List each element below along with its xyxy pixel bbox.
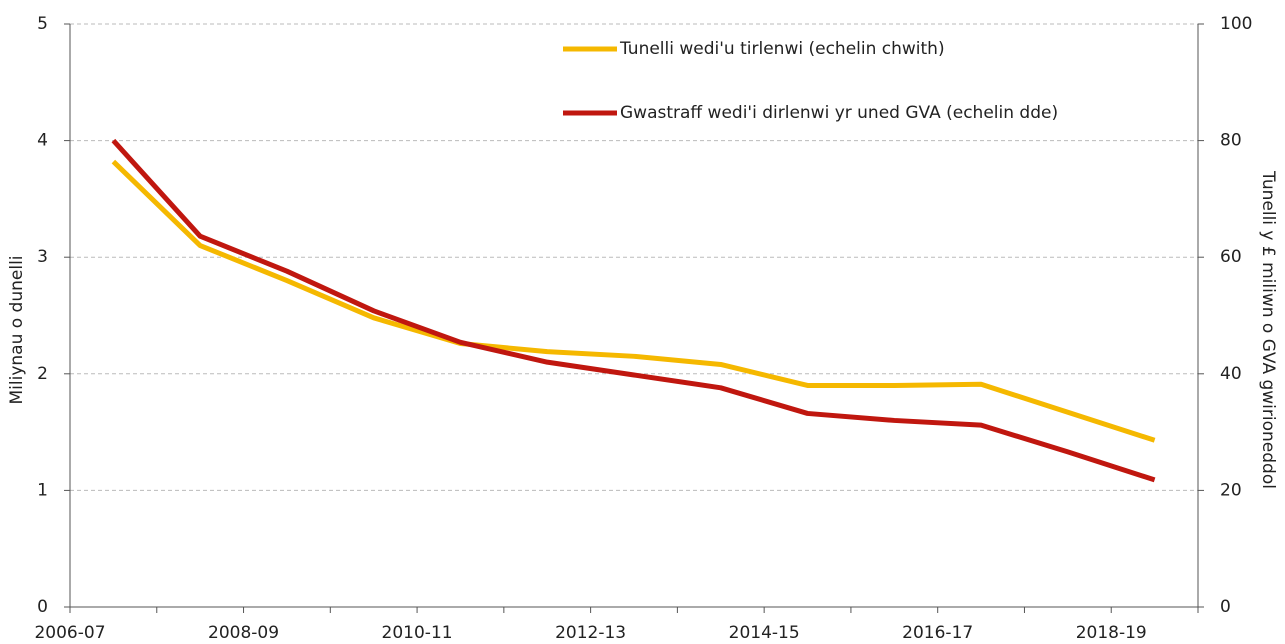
- series-line: [111, 138, 1156, 483]
- y2-tick-label: 100: [1220, 14, 1252, 34]
- y-tick-label: 0: [37, 597, 48, 617]
- y-tick-label: 3: [37, 247, 48, 267]
- x-tick-label: 2006-07: [34, 623, 105, 643]
- y2-tick-label: 0: [1220, 597, 1231, 617]
- x-tick-label: 2012-13: [555, 623, 626, 643]
- y-tick-label: 1: [37, 480, 48, 500]
- x-tick-label: 2018-19: [1076, 623, 1147, 643]
- legend-label: Gwastraff wedi'i dirlenwi yr uned GVA (e…: [620, 103, 1058, 123]
- y-axis-title: Miliynau o dunelli: [7, 255, 27, 404]
- x-tick-label: 2016-17: [902, 623, 973, 643]
- y-tick-label: 2: [37, 364, 48, 384]
- y2-tick-label: 60: [1220, 247, 1242, 267]
- y-tick-label: 5: [37, 14, 48, 34]
- y-tick-label: 4: [37, 131, 48, 151]
- x-tick-label: 2010-11: [382, 623, 453, 643]
- y2-tick-label: 80: [1220, 131, 1242, 151]
- series-line: [111, 159, 1156, 443]
- y2-tick-label: 40: [1220, 364, 1242, 384]
- x-tick-label: 2014-15: [729, 623, 800, 643]
- y2-axis-title: Tunelli y £ miliwn o GVA gwirioneddol: [1258, 170, 1278, 489]
- x-tick-label: 2008-09: [208, 623, 279, 643]
- legend-label: Tunelli wedi'u tirlenwi (echelin chwith): [619, 39, 945, 59]
- y2-tick-label: 20: [1220, 480, 1242, 500]
